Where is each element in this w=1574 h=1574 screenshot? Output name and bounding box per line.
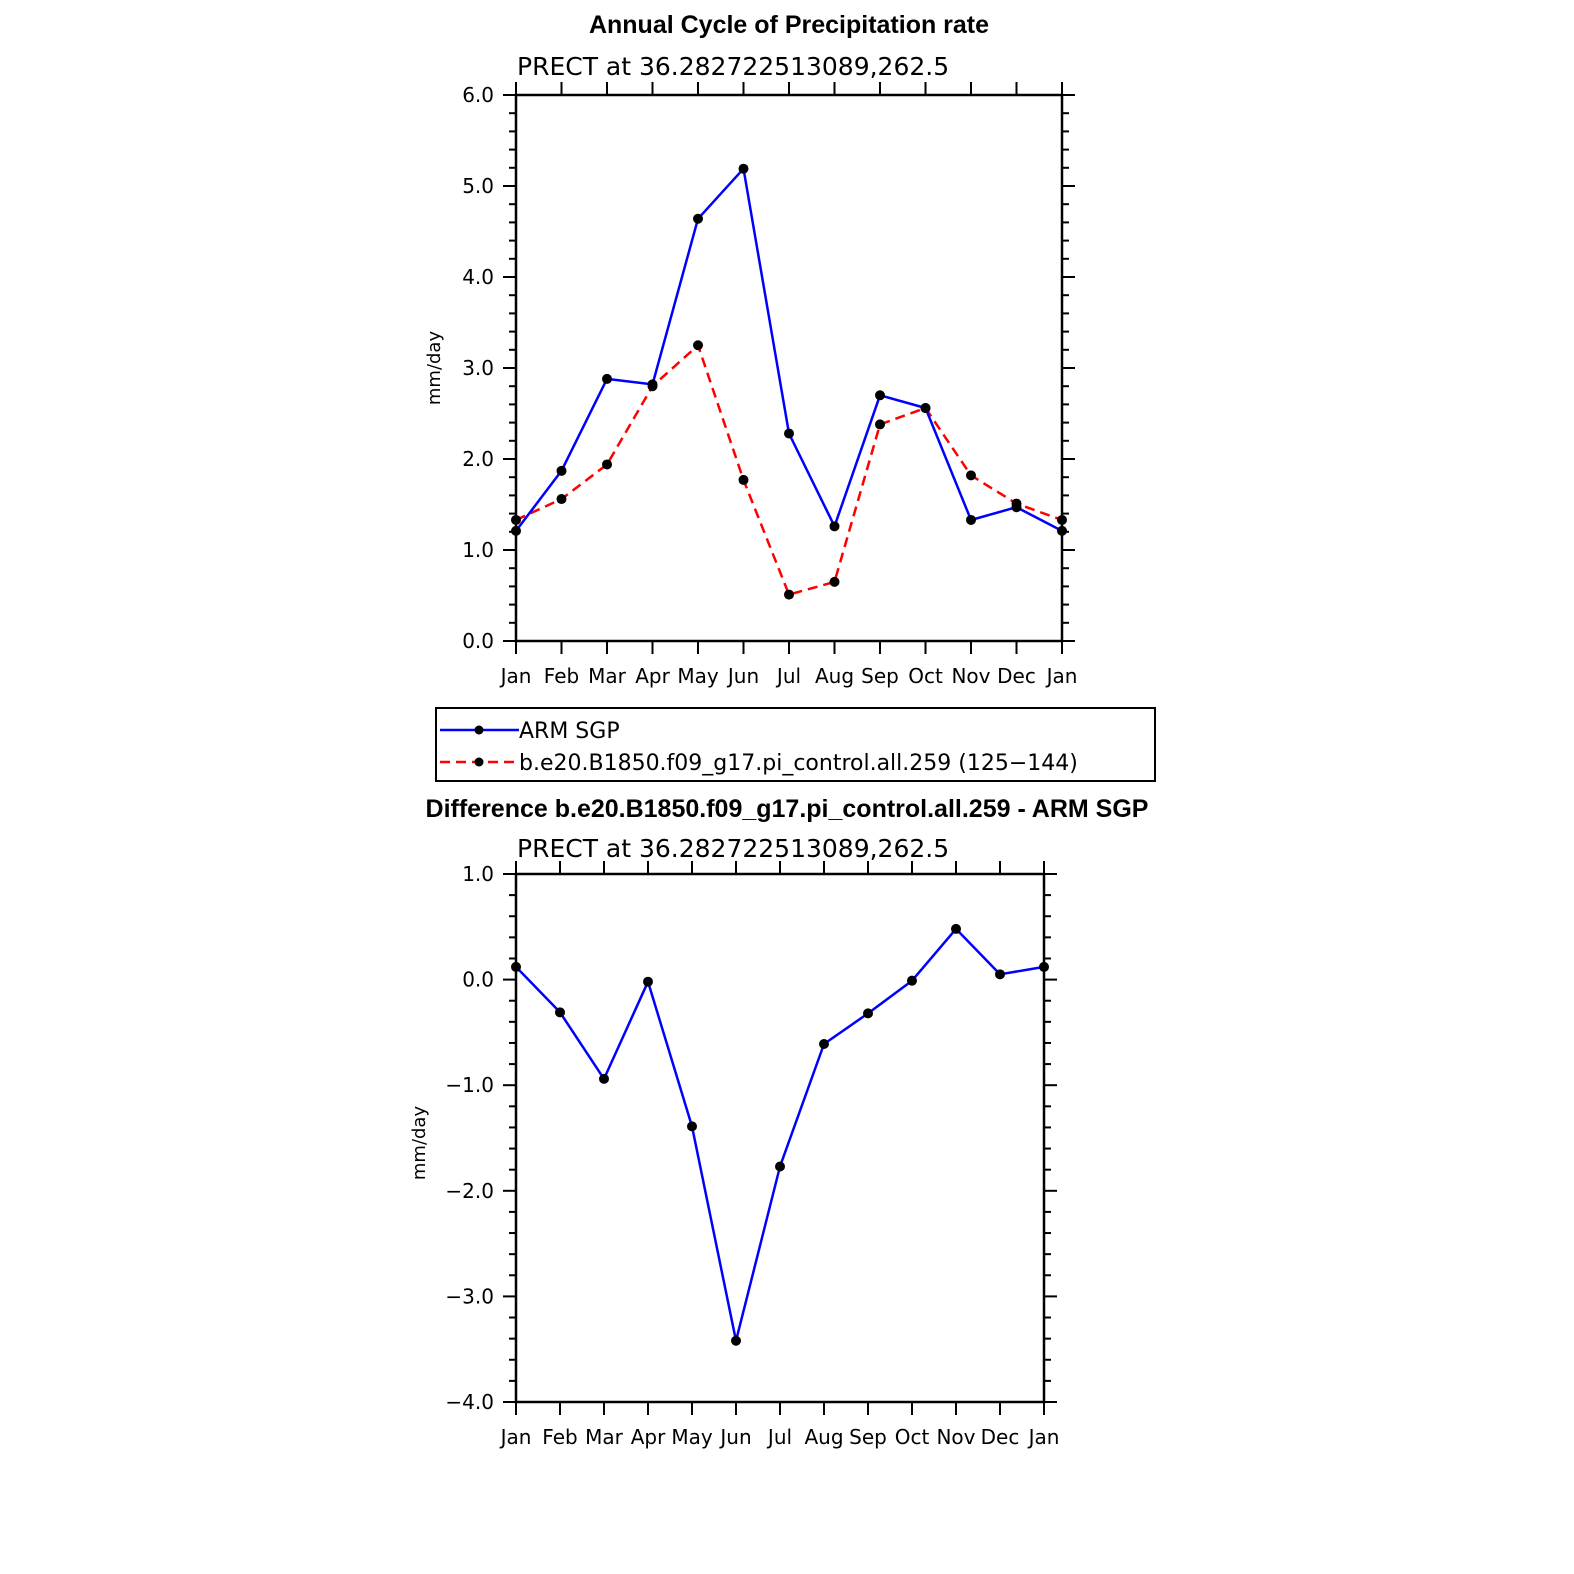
chart1-series-1-point <box>738 474 749 485</box>
chart1-series-0-point <box>693 213 703 224</box>
chart1-xtick-label: Feb <box>544 664 579 688</box>
legend-box <box>435 707 1156 782</box>
chart2-plot: −4.0 −3.0 −2.0 −1.0 0.0 1.0 Jan Feb Mar Apr May Jun… <box>445 861 1059 1449</box>
chart2-title: Difference b.e20.B1850.f09_g17.pi_contro… <box>426 795 1149 823</box>
chart2-series-0-point <box>907 975 917 986</box>
chart1-ytick-label: 3.0 <box>462 356 494 380</box>
chart2-xtick-label: Jan <box>499 1425 532 1449</box>
chart1-xtick-label: Aug <box>815 664 854 688</box>
chart2-ytick-label: −1.0 <box>445 1073 494 1097</box>
chart1-series-1-point <box>966 470 976 481</box>
chart1-ytick-label: 1.0 <box>462 538 494 562</box>
chart2-series-0-point <box>863 1008 873 1019</box>
chart1-series-0-point <box>1057 525 1067 536</box>
chart1-series-1-point <box>875 419 885 430</box>
chart2-xtick-label: Jun <box>718 1425 751 1449</box>
chart2-xtick-label: Feb <box>542 1425 577 1449</box>
chart2-series-0-point <box>643 976 653 987</box>
chart2-series-0-point <box>775 1161 785 1172</box>
chart1-series-1-point <box>647 381 658 392</box>
chart1-ytick-label: 6.0 <box>462 83 494 107</box>
chart1-series-1-point <box>1057 514 1067 525</box>
chart2-series-0-point <box>511 961 521 972</box>
chart1-series-0-line <box>515 167 1063 533</box>
chart1-series-0-point <box>511 525 521 536</box>
chart1-series-1-point <box>1011 498 1022 509</box>
chart2-xtick-label: Jul <box>766 1425 792 1449</box>
chart1-xtick-label: Apr <box>635 664 670 688</box>
chart1-legend: ARM SGP b.e20.B1850.f09_g17.pi_control.a… <box>435 707 1156 782</box>
chart1-series-0-point <box>966 514 976 525</box>
chart2-series-0-point <box>599 1073 609 1084</box>
chart1-xtick-label: Jun <box>726 664 759 688</box>
chart1-series-1-point <box>920 403 931 414</box>
chart2-series-0-point <box>555 1007 565 1018</box>
chart2-frame <box>514 872 1046 1404</box>
chart1-plot: 0.0 1.0 2.0 3.0 4.0 5.0 6.0 Jan Feb Mar Apr May Jun J… <box>462 82 1077 688</box>
chart2-xtick-label: Sep <box>849 1425 887 1449</box>
chart2-series-0-point <box>819 1039 829 1050</box>
chart2-series-0-point <box>731 1335 741 1346</box>
chart2-xtick-label: May <box>671 1425 713 1449</box>
chart2-subtitle: PRECT at 36.282722513089,262.5 <box>517 834 949 863</box>
chart2-ytick-label: −3.0 <box>445 1284 494 1308</box>
chart1-series-0-point <box>602 373 612 384</box>
chart1-frame <box>514 93 1064 643</box>
chart1-ytick-label: 5.0 <box>462 174 494 198</box>
chart1-xtick-label: Jan <box>499 664 532 688</box>
chart1-xtick-label: Dec <box>997 664 1036 688</box>
chart2-series-0-point <box>995 969 1005 980</box>
chart1-subtitle: PRECT at 36.282722513089,262.5 <box>517 52 949 81</box>
chart1-xtick-label: Mar <box>588 664 627 688</box>
chart2-xtick-label: Mar <box>585 1425 624 1449</box>
chart1-xtick-label: Oct <box>908 664 943 688</box>
chart1-series-1-point <box>829 576 840 587</box>
chart1-ytick-label: 2.0 <box>462 447 494 471</box>
chart1-series-1-point <box>784 589 794 600</box>
chart2-series-0-point <box>1039 961 1049 972</box>
chart1-series-1-line <box>515 344 1063 596</box>
chart1-series-0-point <box>556 465 567 476</box>
chart2-ytick-label: −2.0 <box>445 1179 494 1203</box>
chart1-series-1-point <box>556 494 567 505</box>
chart2-ytick-label: −4.0 <box>445 1390 494 1414</box>
chart2-xtick-label: Aug <box>804 1425 843 1449</box>
chart1-ytick-label: 0.0 <box>462 629 494 653</box>
chart1-ytick-label: 4.0 <box>462 265 494 289</box>
chart1-series-1-point <box>602 459 612 470</box>
chart1-series-1-point <box>693 340 703 351</box>
chart1-ylabel: mm/day <box>424 331 445 406</box>
chart2-xtick-label: Apr <box>631 1425 666 1449</box>
chart2-ylabel: mm/day <box>409 1106 430 1181</box>
chart2-ytick-label: 1.0 <box>462 862 494 886</box>
chart1-xtick-label: Nov <box>951 664 990 688</box>
chart2-series-0-line <box>515 927 1045 1343</box>
legend-model-label: b.e20.B1850.f09_g17.pi_control.all.259 (… <box>519 751 1078 776</box>
chart1-title: Annual Cycle of Precipitation rate <box>589 11 989 39</box>
chart2-series-0-point <box>687 1121 697 1132</box>
chart2-ytick-label: 0.0 <box>462 968 494 992</box>
chart2-xtick-label: Nov <box>936 1425 975 1449</box>
chart1-series-1-point <box>511 514 521 525</box>
legend-model-marker <box>474 757 484 767</box>
chart1-series-0-point <box>738 163 749 174</box>
chart1-xtick-label: Sep <box>861 664 899 688</box>
chart1-series-0-point <box>829 521 840 532</box>
chart1-series-0-point <box>784 428 794 439</box>
legend-arm-marker <box>474 725 484 735</box>
chart1-series-0-point <box>875 390 885 401</box>
chart1-xtick-label: Jul <box>775 664 801 688</box>
chart2-xtick-label: Dec <box>981 1425 1020 1449</box>
chart2-series-0-point <box>951 923 961 934</box>
chart1-xtick-label: Jan <box>1045 664 1078 688</box>
chart2-xtick-label: Jan <box>1027 1425 1060 1449</box>
chart2-xtick-label: Oct <box>895 1425 930 1449</box>
chart1-xtick-label: May <box>677 664 719 688</box>
legend-arm-label: ARM SGP <box>519 719 620 744</box>
